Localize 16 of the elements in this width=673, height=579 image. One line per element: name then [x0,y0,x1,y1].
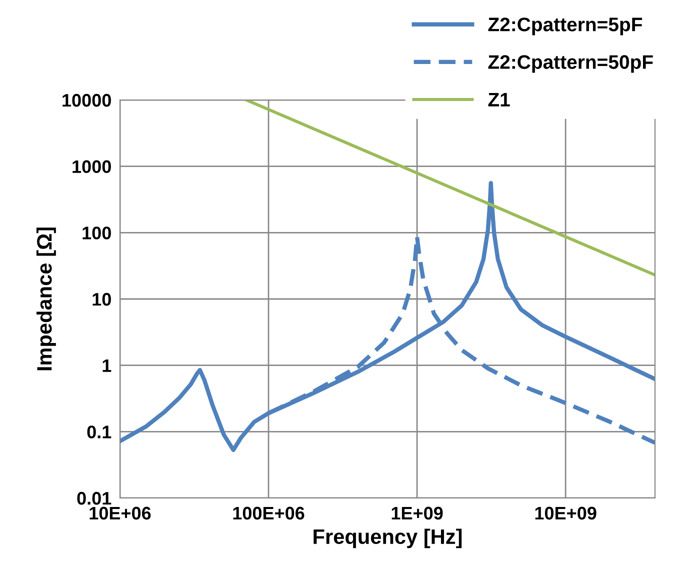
x-tick-label: 10E+06 [90,506,151,520]
y-tick-label: 1000 [72,160,111,174]
x-tick-label: 10E+09 [535,506,596,520]
y-tick-label: 1 [102,359,112,372]
y-tick-label: 10 [92,292,111,306]
y-axis-title: Impedance [Ω] [36,228,56,370]
y-tick-label: 10000 [62,94,111,107]
y-tick-label: 0.1 [87,426,112,438]
x-axis-title: Frequency [Hz] [314,528,462,548]
y-tick-label: 0.01 [77,492,112,505]
y-tick-label: 100 [82,226,111,240]
x-tick-label: 1E+09 [392,506,443,520]
legend-label: Z2:Cpattern=50pF [488,55,653,73]
x-tick-label: 100E+06 [233,506,304,520]
legend-label: Z2:Cpattern=5pF [488,18,642,36]
legend-label: Z1 [488,92,510,106]
